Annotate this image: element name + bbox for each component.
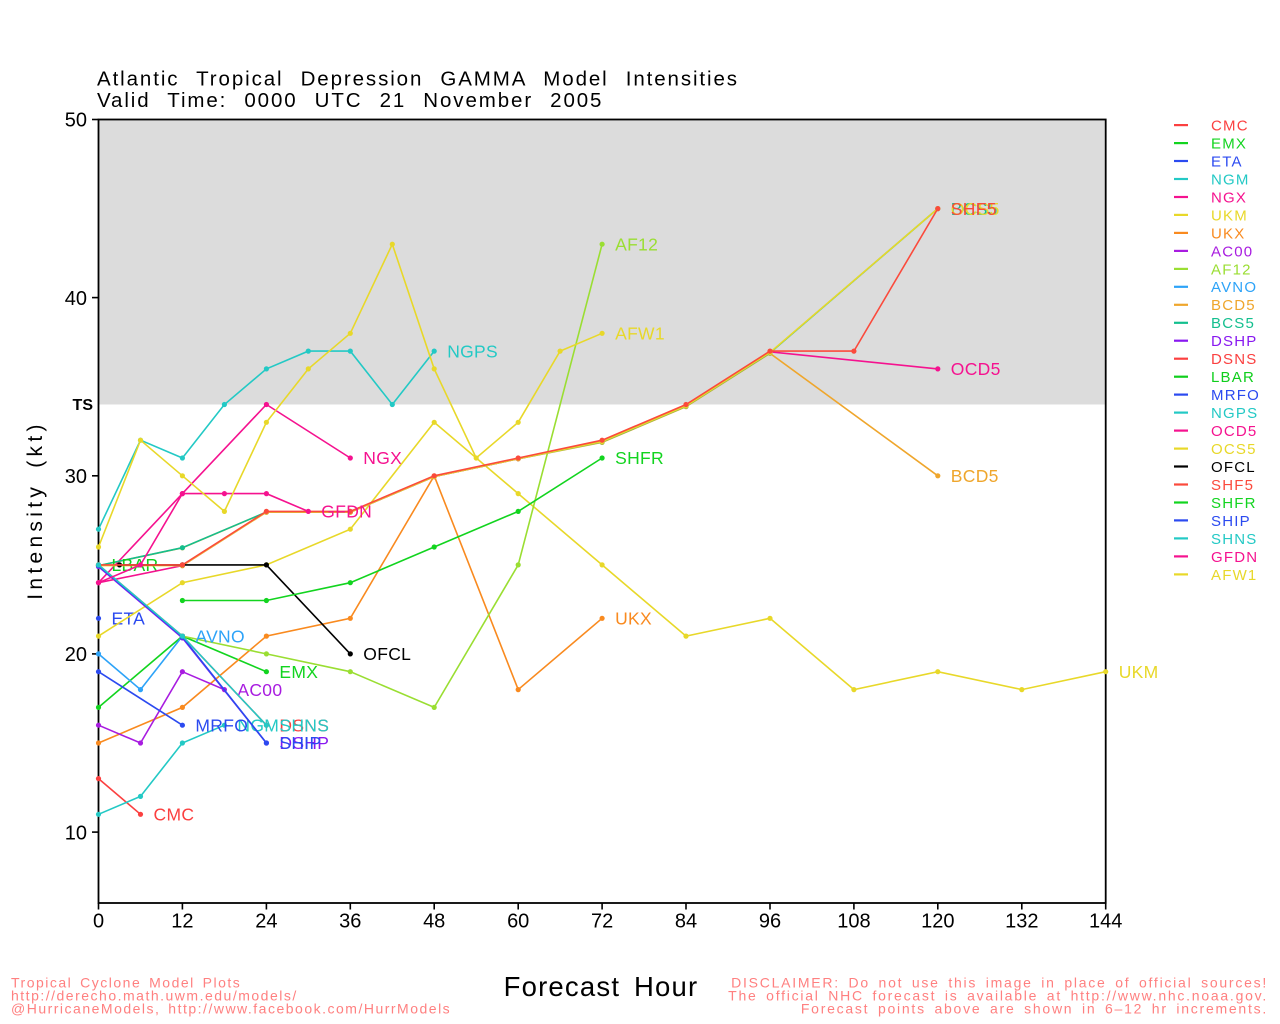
svg-text:30: 30 [65,466,87,488]
svg-text:BCD5: BCD5 [951,466,999,486]
svg-text:UKX: UKX [615,609,652,629]
svg-text:40: 40 [65,288,87,310]
svg-text:96: 96 [759,911,781,933]
svg-text:20: 20 [65,644,87,666]
svg-text:144: 144 [1089,911,1122,933]
svg-text:DSNS: DSNS [1211,351,1257,368]
svg-text:UKX: UKX [1211,225,1245,242]
svg-text:UKM: UKM [1119,662,1159,682]
svg-text:GFDN: GFDN [321,502,372,522]
svg-text:72: 72 [591,911,613,933]
svg-text:AF12: AF12 [615,234,658,254]
svg-text:Intensity (kt): Intensity (kt) [24,420,47,600]
svg-text:24: 24 [255,911,277,933]
svg-text:NGX: NGX [363,448,402,468]
svg-text:Forecast points above are show: Forecast points above are shown in 6–12 … [801,1001,1268,1017]
svg-text:DSHP: DSHP [279,733,329,753]
svg-text:GFDN: GFDN [1211,549,1258,566]
svg-text:@HurricaneModels, http://www.f: @HurricaneModels, http://www.facebook.co… [11,1001,451,1017]
svg-text:ETA: ETA [1211,153,1243,170]
svg-text:The official NHC forecast is a: The official NHC forecast is available a… [728,988,1268,1004]
svg-text:120: 120 [921,911,954,933]
svg-text:SHF5: SHF5 [1211,477,1254,494]
svg-text:MRFO: MRFO [195,715,248,735]
svg-text:SHNS: SHNS [279,715,329,735]
svg-text:84: 84 [675,911,697,933]
svg-text:DSHP: DSHP [1211,333,1257,350]
svg-text:Tropical Cyclone Model Plots: Tropical Cyclone Model Plots [11,975,241,991]
svg-text:CMC: CMC [1211,118,1249,135]
svg-text:AC00: AC00 [237,680,282,700]
svg-text:OFCL: OFCL [363,644,411,664]
svg-text:NGX: NGX [1211,189,1247,206]
svg-text:AFW1: AFW1 [1211,567,1257,584]
svg-text:108: 108 [837,911,870,933]
svg-text:DSNS: DSNS [279,715,329,735]
svg-text:http://derecho.math.uwm.edu/mo: http://derecho.math.uwm.edu/models/ [11,988,298,1004]
svg-text:UKM: UKM [1211,207,1248,224]
svg-text:SHIP: SHIP [279,733,321,753]
svg-text:BCD5: BCD5 [1211,297,1256,314]
svg-text:48: 48 [423,911,445,933]
svg-text:132: 132 [1005,911,1038,933]
svg-text:OCD5: OCD5 [951,359,1001,379]
svg-text:SHFR: SHFR [615,448,664,468]
svg-text:SHF5: SHF5 [951,199,997,219]
svg-text:Valid Time: 0000 UTC 21 Novemb: Valid Time: 0000 UTC 21 November 2005 [97,89,603,112]
svg-text:NGPS: NGPS [1211,405,1258,422]
svg-text:60: 60 [507,911,529,933]
svg-text:SHFR: SHFR [1211,495,1257,512]
svg-text:DISCLAIMER: Do not use this im: DISCLAIMER: Do not use this image in pla… [731,975,1268,991]
svg-text:NGM: NGM [1211,171,1250,188]
svg-text:12: 12 [171,911,193,933]
svg-text:Forecast Hour: Forecast Hour [504,971,699,1002]
svg-text:MRFO: MRFO [1211,387,1260,404]
svg-text:AFW1: AFW1 [615,324,665,344]
svg-text:EMX: EMX [1211,136,1247,153]
svg-text:BCS5: BCS5 [1211,315,1255,332]
svg-text:OFCL: OFCL [1211,459,1256,476]
svg-text:0: 0 [93,911,104,933]
svg-text:SHNS: SHNS [1211,531,1257,548]
svg-text:EMX: EMX [279,662,318,682]
svg-text:OCS5: OCS5 [951,199,1000,219]
svg-text:SHIP: SHIP [1211,513,1251,530]
svg-text:36: 36 [339,911,361,933]
svg-text:BCS5: BCS5 [951,199,998,219]
svg-text:AC00: AC00 [1211,243,1253,260]
svg-text:ETA: ETA [112,609,146,629]
svg-text:AVNO: AVNO [1211,279,1257,296]
svg-text:LBAR: LBAR [1211,369,1255,386]
svg-text:TS: TS [73,397,94,414]
svg-text:OCD5: OCD5 [1211,423,1257,440]
svg-text:CMC: CMC [154,805,195,825]
svg-text:AVNO: AVNO [195,626,245,646]
svg-text:10: 10 [65,822,87,844]
svg-text:Atlantic Tropical Depression G: Atlantic Tropical Depression GAMMA Model… [97,68,739,91]
svg-text:NGPS: NGPS [447,341,498,361]
svg-text:AF12: AF12 [1211,261,1252,278]
svg-text:50: 50 [65,110,87,132]
svg-text:OCS5: OCS5 [1211,441,1257,458]
